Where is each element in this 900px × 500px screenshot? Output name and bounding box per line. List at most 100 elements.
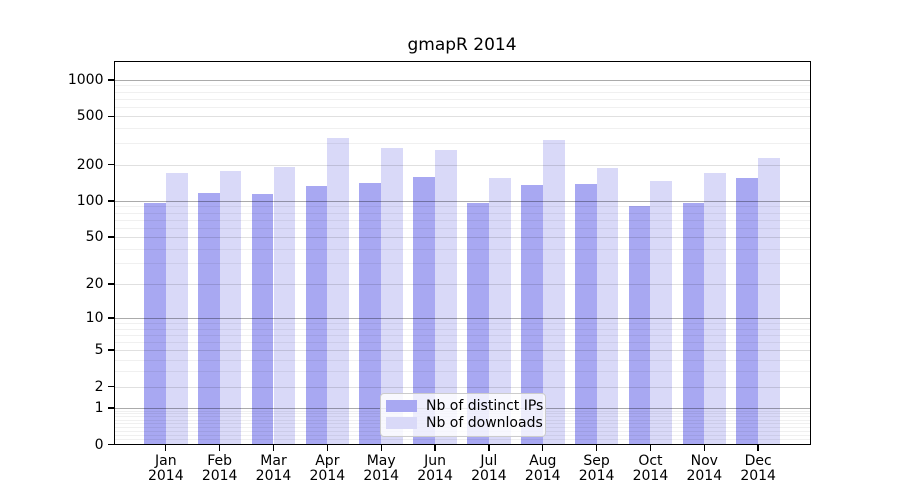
bar-distinct-ips-jun: [413, 176, 436, 445]
bar-downloads-nov: [704, 172, 727, 445]
legend-swatch-distinct-ips: [386, 400, 417, 412]
gridline-minor: [114, 106, 810, 108]
x-tick-mark: [649, 445, 652, 451]
bar-downloads-aug: [542, 139, 565, 445]
bar-downloads-feb: [219, 171, 242, 445]
x-tick-mark: [380, 445, 382, 451]
bar-distinct-ips-jan: [144, 203, 166, 445]
y-tick-label: 200: [76, 156, 104, 173]
y-tick-label: 1: [94, 399, 104, 416]
y-tick-label: 10: [85, 309, 104, 326]
bar-distinct-ips-sep: [574, 184, 597, 445]
y-tick-mark: [107, 200, 114, 202]
legend-label-downloads: Nb of downloads: [426, 415, 543, 431]
y-tick-label: 1000: [67, 71, 104, 88]
gridline-minor: [114, 98, 810, 100]
gridline-major: [114, 79, 810, 81]
bar-distinct-ips-may: [359, 182, 382, 445]
gridline-minor: [114, 143, 810, 145]
y-tick-label: 0: [94, 436, 104, 453]
gridline-minor: [114, 334, 810, 336]
x-tick-label: Sep 2014: [578, 452, 615, 484]
y-tick-mark: [107, 443, 114, 446]
y-tick-label: 500: [76, 108, 104, 125]
y-tick-mark: [107, 115, 114, 118]
bar-downloads-jun: [435, 150, 457, 445]
x-tick-label: Aug 2014: [524, 452, 561, 484]
x-tick-label: Jan 2014: [147, 452, 184, 484]
gridline-minor: [114, 206, 810, 208]
y-tick-mark: [107, 407, 114, 409]
bar-distinct-ips-feb: [197, 193, 220, 445]
gridline-minor: [114, 128, 810, 130]
gridline-minor: [114, 212, 810, 214]
y-tick-label: 20: [85, 275, 104, 292]
x-tick-mark: [434, 445, 436, 451]
x-tick-label: May 2014: [363, 452, 400, 484]
y-tick-mark: [107, 317, 114, 319]
bar-downloads-dec: [758, 157, 780, 445]
gridline-light: [114, 386, 810, 388]
legend-label-distinct-ips: Nb of distinct IPs: [426, 398, 544, 414]
bar-downloads-apr: [327, 138, 350, 445]
gridline-light: [114, 349, 810, 351]
gridline-minor: [114, 328, 810, 330]
y-tick-label: 5: [94, 341, 104, 358]
x-tick-mark: [757, 445, 759, 451]
legend-item-distinct-ips: Nb of distinct IPs: [386, 398, 543, 415]
x-tick-label: Jun 2014: [417, 452, 453, 484]
bar-downloads-jul: [488, 178, 511, 445]
gridline-minor: [114, 227, 810, 229]
bar-downloads-sep: [596, 167, 619, 445]
y-tick-label: 50: [85, 228, 104, 245]
gridline-minor: [114, 439, 810, 441]
y-tick-mark: [107, 349, 114, 351]
gridline-minor: [114, 85, 810, 87]
bar-distinct-ips-apr: [305, 185, 328, 445]
bar-downloads-oct: [650, 181, 673, 445]
bar-distinct-ips-jul: [467, 202, 489, 445]
x-tick-mark: [703, 445, 705, 451]
x-tick-label: Dec 2014: [740, 452, 776, 484]
x-tick-mark: [326, 445, 329, 451]
bar-distinct-ips-nov: [682, 202, 705, 445]
y-tick-mark: [107, 283, 114, 285]
gridline-minor: [114, 263, 810, 265]
x-tick-label: Apr 2014: [309, 452, 346, 484]
gridline-major: [114, 317, 810, 319]
x-tick-mark: [272, 445, 275, 451]
legend-swatch-downloads: [386, 417, 417, 429]
gridline-minor: [114, 248, 810, 250]
x-tick-label: Oct 2014: [632, 452, 669, 484]
bar-distinct-ips-mar: [251, 193, 274, 445]
bar-distinct-ips-dec: [736, 178, 759, 445]
gridline-minor: [114, 371, 810, 373]
y-tick-mark: [107, 385, 114, 388]
y-tick-mark: [107, 163, 114, 166]
legend: Nb of distinct IPs Nb of downloads: [380, 392, 546, 437]
gridline-minor: [114, 91, 810, 93]
x-tick-label: Nov 2014: [686, 452, 723, 484]
x-tick-mark: [165, 445, 167, 451]
x-tick-label: Feb 2014: [201, 452, 238, 484]
gridline-light: [114, 236, 810, 238]
bar-distinct-ips-aug: [520, 185, 543, 445]
bar-downloads-mar: [273, 167, 296, 445]
x-tick-mark: [218, 445, 221, 451]
y-tick-label: 100: [76, 192, 104, 209]
gridline-minor: [114, 219, 810, 221]
x-tick-mark: [542, 445, 544, 451]
bar-downloads-may: [381, 147, 403, 445]
x-tick-mark: [488, 445, 490, 451]
gridline-minor: [114, 359, 810, 361]
y-tick-label: 2: [94, 378, 104, 395]
bar-distinct-ips-oct: [628, 206, 651, 445]
gridline-light: [114, 283, 810, 285]
gridline-light: [114, 164, 810, 166]
bar-downloads-jan: [165, 173, 188, 445]
gridline-minor: [114, 322, 810, 324]
gridline-minor: [114, 341, 810, 343]
legend-item-downloads: Nb of downloads: [386, 415, 543, 432]
